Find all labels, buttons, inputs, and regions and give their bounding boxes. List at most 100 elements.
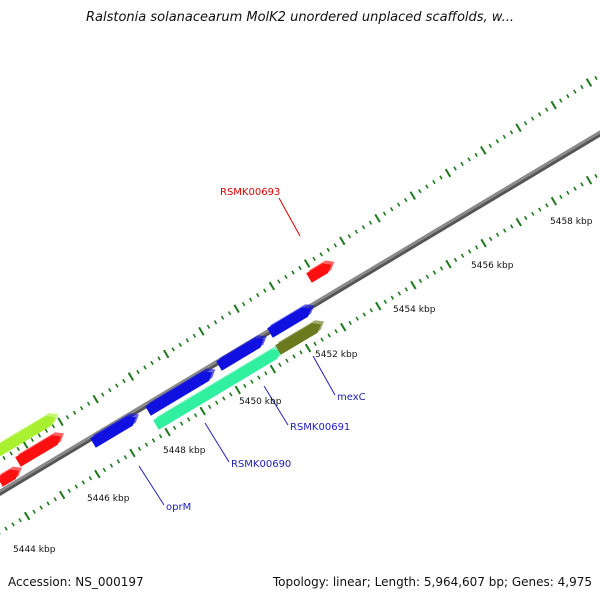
inner-tick: [39, 505, 43, 510]
gene-features: [0, 260, 335, 487]
gene-rsmk00693-feature[interactable]: [306, 263, 332, 283]
outer-tick: [404, 197, 408, 203]
inner-tick: [94, 469, 101, 479]
outer-tick: [594, 75, 598, 81]
inner-tick: [340, 322, 347, 332]
outer-tick: [79, 406, 84, 411]
outer-tick: [263, 288, 267, 293]
inner-tick: [53, 497, 57, 502]
inner-tick: [222, 396, 226, 401]
inner-tick: [59, 490, 66, 500]
inner-tick: [524, 215, 528, 221]
inner-tick: [460, 253, 465, 258]
outer-tick: [16, 446, 20, 452]
leader-mexc: [312, 355, 336, 396]
gene-red-feature-2[interactable]: [15, 435, 61, 467]
inner-tick: [278, 362, 282, 368]
gene-oprm-feature[interactable]: [90, 416, 136, 448]
outer-tick: [157, 356, 161, 361]
outer-tick: [171, 347, 175, 352]
outer-tick: [312, 256, 316, 262]
outer-tick: [233, 304, 240, 314]
inner-tick: [234, 385, 241, 395]
outer-tick: [86, 401, 91, 406]
inner-tick: [179, 421, 184, 426]
outer-tick: [268, 281, 276, 291]
outer-tick: [249, 297, 253, 302]
outer-tick: [544, 107, 549, 112]
inner-tick: [88, 476, 93, 481]
gene-label-rsmk00690[interactable]: RSMK00690: [231, 459, 291, 470]
outer-tick: [136, 369, 140, 375]
inner-tick: [193, 413, 198, 418]
outer-tick: [51, 424, 56, 429]
inner-tick: [215, 400, 219, 405]
inner-tick: [566, 190, 570, 195]
gene-label-mexc[interactable]: mexC: [337, 392, 366, 403]
gene-lime-feature[interactable]: [0, 416, 56, 458]
inner-tick: [172, 425, 177, 430]
inner-tick: [18, 518, 22, 523]
outer-tick: [57, 417, 64, 427]
inner-tick: [467, 249, 472, 254]
inner-tick-ring: [0, 173, 598, 535]
inner-tick: [503, 228, 507, 233]
outer-tick: [354, 229, 359, 234]
inner-tick: [116, 459, 121, 464]
outer-tick: [115, 383, 119, 388]
inner-tick: [129, 448, 136, 458]
outer-tick: [101, 392, 105, 397]
outer-tick: [127, 372, 135, 381]
outer-tick: [480, 145, 487, 155]
outer-tick: [397, 202, 401, 207]
inner-tick: [23, 511, 31, 521]
gene-label-rsmk00693[interactable]: RSMK00693: [220, 187, 280, 198]
label-leader-lines: [138, 197, 336, 506]
outer-tick: [374, 213, 381, 223]
outer-tick: [9, 451, 13, 456]
inner-tick: [594, 173, 598, 179]
inner-tick: [327, 333, 331, 338]
outer-tick: [143, 365, 147, 370]
gene-red-feature-left[interactable]: [0, 469, 19, 487]
outer-tick: [580, 84, 584, 90]
kbp-label-5444: 5444 kbp: [13, 545, 56, 555]
inner-tick: [250, 379, 254, 384]
outer-tick: [439, 175, 443, 180]
inner-tick: [573, 186, 577, 191]
gene-label-rsmk00691[interactable]: RSMK00691: [290, 422, 350, 433]
leader-rsmk00693: [278, 197, 301, 237]
outer-tick: [108, 387, 112, 393]
inner-tick: [585, 175, 593, 185]
gene-label-oprm[interactable]: oprM: [166, 502, 191, 513]
outer-tick: [303, 259, 311, 268]
outer-tick: [319, 252, 323, 257]
inner-tick: [4, 526, 8, 531]
inner-tick: [375, 301, 382, 311]
outer-tick: [361, 225, 366, 230]
gene-blue-feature-3[interactable]: [216, 338, 264, 371]
inner-tick: [538, 207, 542, 212]
inner-tick: [474, 245, 479, 250]
gene-blue-feature-4[interactable]: [267, 307, 312, 338]
inner-tick: [432, 270, 437, 275]
inner-tick: [257, 375, 261, 380]
inner-tick: [445, 259, 452, 269]
inner-tick: [495, 232, 500, 237]
outer-tick: [185, 338, 189, 343]
inner-tick: [186, 417, 191, 422]
inner-tick: [151, 438, 156, 443]
outer-tick: [37, 433, 42, 438]
genome-summary-text: Topology: linear; Length: 5,964,607 bp; …: [272, 575, 592, 589]
leader-rsmk00691: [263, 385, 289, 426]
inner-tick: [144, 442, 149, 447]
gene-blue-feature-2[interactable]: [145, 371, 213, 416]
outer-tick: [495, 139, 500, 144]
outer-tick: [566, 93, 570, 99]
outer-tick: [2, 455, 6, 461]
inner-tick: [488, 236, 493, 242]
inner-tick: [362, 312, 366, 317]
gene-rsmk00690-feature[interactable]: [153, 349, 281, 430]
inner-tick: [123, 455, 128, 460]
gene-mexc-feature[interactable]: [275, 323, 321, 355]
